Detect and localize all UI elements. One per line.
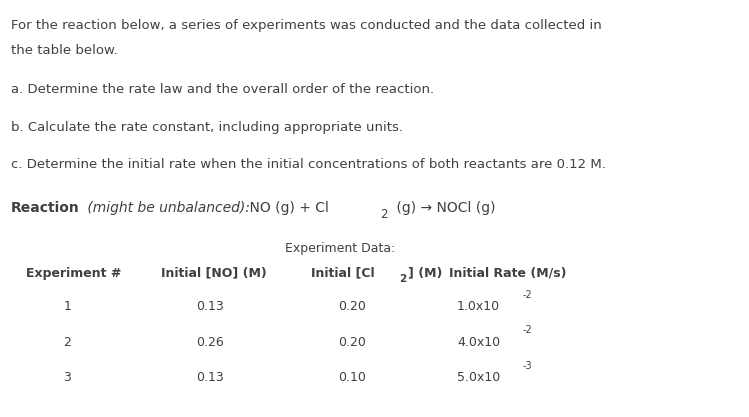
Text: 5.0x10: 5.0x10 — [457, 371, 500, 384]
Text: Experiment #: Experiment # — [26, 267, 121, 280]
Text: ] (M): ] (M) — [408, 267, 443, 280]
Text: 0.20: 0.20 — [338, 300, 366, 313]
Text: -3: -3 — [522, 361, 532, 371]
Text: Initial [NO] (M): Initial [NO] (M) — [161, 267, 267, 280]
Text: b. Calculate the rate constant, including appropriate units.: b. Calculate the rate constant, includin… — [11, 121, 403, 134]
Text: Experiment Data:: Experiment Data: — [285, 242, 395, 255]
Text: For the reaction below, a series of experiments was conducted and the data colle: For the reaction below, a series of expe… — [11, 19, 602, 32]
Text: c. Determine the initial rate when the initial concentrations of both reactants : c. Determine the initial rate when the i… — [11, 158, 606, 171]
Text: (might be unbalanced):: (might be unbalanced): — [83, 201, 250, 215]
Text: the table below.: the table below. — [11, 44, 118, 57]
Text: 4.0x10: 4.0x10 — [457, 336, 500, 349]
Text: 0.13: 0.13 — [195, 371, 224, 384]
Text: 0.10: 0.10 — [338, 371, 366, 384]
Text: a. Determine the rate law and the overall order of the reaction.: a. Determine the rate law and the overal… — [11, 83, 434, 96]
Text: -2: -2 — [522, 290, 532, 300]
Text: 0.20: 0.20 — [338, 336, 366, 349]
Text: Initial Rate (M/s): Initial Rate (M/s) — [449, 267, 567, 280]
Text: 0.13: 0.13 — [195, 300, 224, 313]
Text: 3: 3 — [64, 371, 71, 384]
Text: 1: 1 — [64, 300, 71, 313]
Text: NO (g) + Cl: NO (g) + Cl — [232, 201, 329, 215]
Text: 2: 2 — [64, 336, 71, 349]
Text: Initial [Cl: Initial [Cl — [311, 267, 374, 280]
Text: 2: 2 — [380, 208, 388, 221]
Text: 0.26: 0.26 — [195, 336, 224, 349]
Text: -2: -2 — [522, 325, 532, 335]
Text: 2: 2 — [399, 274, 407, 284]
Text: 1.0x10: 1.0x10 — [457, 300, 500, 313]
Text: Reaction: Reaction — [11, 201, 80, 215]
Text: (g) → NOCl (g): (g) → NOCl (g) — [392, 201, 495, 215]
